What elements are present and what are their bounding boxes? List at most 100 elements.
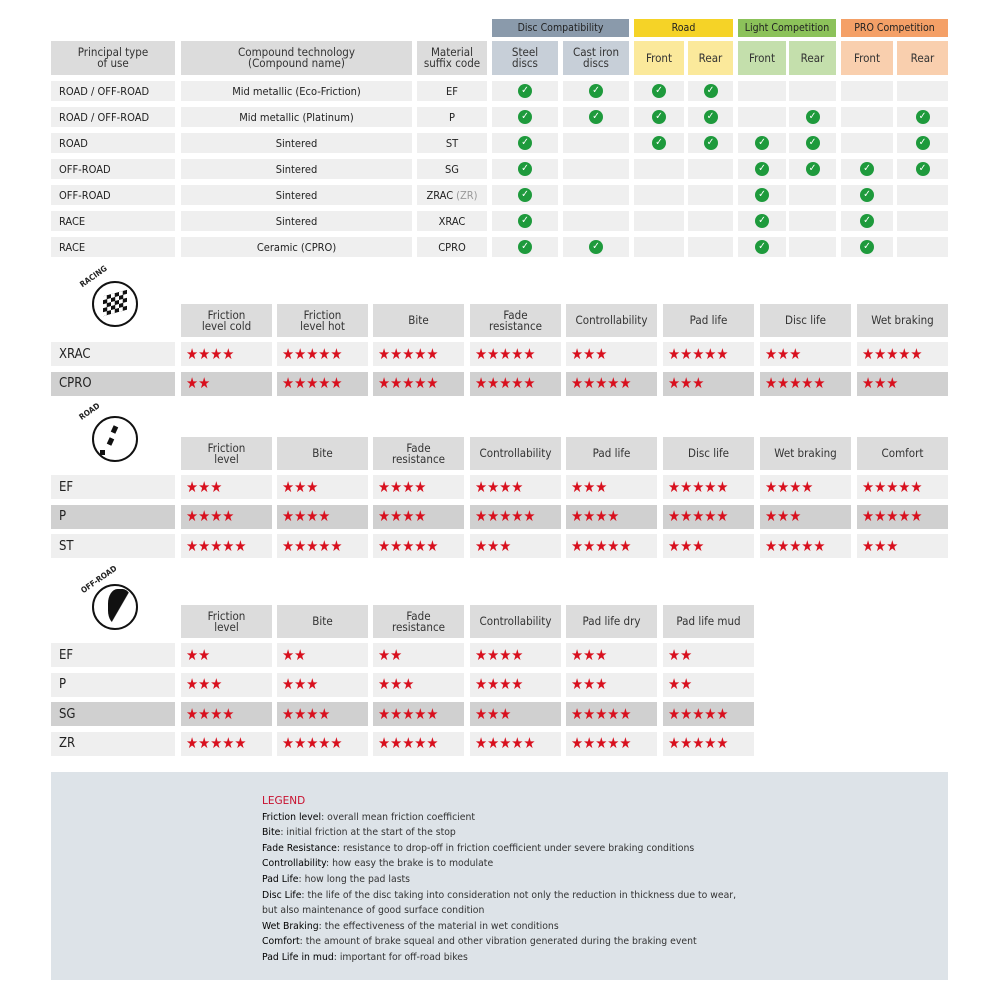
compat-cell: ✓ [841, 185, 893, 205]
material-name: CPRO [51, 371, 175, 396]
star-rating: ★★★★ [760, 475, 851, 499]
legend-item: Fade Resistance: resistance to drop-off … [262, 841, 736, 857]
compat-cell: ✓ [634, 107, 684, 127]
star-rating: ★★★ [181, 672, 272, 697]
check-icon: ✓ [652, 136, 666, 150]
legend-desc: : how long the pad lasts [298, 873, 411, 885]
legend-item: Pad Life in mud: important for off-road … [262, 950, 736, 966]
star-rating: ★★★ [566, 672, 657, 697]
star-rating: ★★★★★ [663, 504, 754, 529]
star-rating: ★★★ [373, 672, 464, 697]
star-rating: ★★★★★ [566, 534, 657, 558]
check-icon: ✓ [915, 162, 930, 176]
legend-term: Pad Life in mud [262, 951, 334, 963]
star-rating: ★★ [181, 643, 272, 667]
compat-cell: ✓ [492, 237, 558, 257]
star-rating: ★★★★★ [857, 475, 948, 499]
check-icon: ✓ [518, 162, 532, 176]
compat-cell: ✓ [492, 211, 558, 231]
compat-cell [738, 107, 786, 127]
suffix-code: EF [417, 81, 487, 101]
legend-desc: : overall mean friction coefficient [321, 811, 476, 823]
check-icon: ✓ [518, 214, 532, 228]
material-name: ST [51, 534, 175, 558]
star-rating: ★★★★★ [470, 371, 561, 396]
star-rating: ★★★★★ [470, 342, 561, 366]
group-header: Road [634, 19, 733, 37]
star-rating: ★★★★★ [663, 342, 754, 366]
material-name: SG [51, 702, 175, 726]
star-rating: ★★★★★ [566, 702, 657, 726]
legend-desc: : resistance to drop-off in friction coe… [336, 842, 695, 854]
column-header: Steel discs [492, 41, 558, 75]
legend-desc: but also maintenance of good surface con… [262, 905, 485, 917]
suffix-code: ST [417, 133, 487, 153]
compound-name: Mid metallic (Eco-Friction) [181, 81, 412, 101]
rating-header: Pad life dry [566, 605, 657, 638]
star-rating: ★★ [181, 371, 272, 396]
legend-term: Disc Life [262, 889, 302, 901]
legend-item: Controllability: how easy the brake is t… [262, 856, 736, 872]
compat-cell [789, 211, 836, 231]
compat-cell [634, 159, 684, 179]
compat-cell [841, 133, 893, 153]
road-logo-icon [92, 416, 138, 462]
check-icon: ✓ [652, 110, 666, 124]
rating-header: Friction level [181, 605, 272, 638]
compat-cell: ✓ [789, 159, 836, 179]
star-rating: ★★★★ [470, 672, 561, 697]
rating-header: Friction level [181, 437, 272, 470]
star-rating: ★★★ [663, 371, 754, 396]
star-rating: ★★★★ [181, 702, 272, 726]
star-rating: ★★★ [470, 702, 561, 726]
star-rating: ★★★★★ [470, 731, 561, 756]
compat-cell [563, 133, 629, 153]
star-rating: ★★★ [566, 342, 657, 366]
legend-desc: : initial friction at the start of the s… [280, 827, 456, 839]
compat-cell: ✓ [841, 237, 893, 257]
star-rating: ★★★ [857, 371, 948, 396]
star-rating: ★★★★★ [760, 371, 851, 396]
star-rating: ★★★★★ [277, 342, 368, 366]
star-rating: ★★★★★ [277, 534, 368, 558]
check-icon: ✓ [755, 188, 769, 202]
legend-term: Comfort [262, 936, 300, 948]
check-icon: ✓ [805, 136, 820, 150]
compound-name: Sintered [181, 159, 412, 179]
check-icon: ✓ [915, 136, 930, 150]
compat-cell: ✓ [841, 159, 893, 179]
compat-cell: ✓ [841, 211, 893, 231]
star-rating: ★★★ [760, 342, 851, 366]
column-header: Rear [688, 41, 733, 75]
check-icon: ✓ [805, 110, 820, 124]
use-type: ROAD / OFF-ROAD [51, 81, 175, 101]
compat-cell: ✓ [563, 107, 629, 127]
rating-header: Pad life mud [663, 605, 754, 638]
legend-term: Pad Life [262, 873, 299, 885]
check-icon: ✓ [860, 162, 874, 176]
material-name: P [51, 672, 175, 697]
compound-name: Sintered [181, 185, 412, 205]
check-icon: ✓ [755, 214, 769, 228]
compat-cell: ✓ [563, 81, 629, 101]
material-name: ZR [51, 731, 175, 756]
suffix-code: CPRO [417, 237, 487, 257]
column-header: Rear [789, 41, 836, 75]
use-type: ROAD / OFF-ROAD [51, 107, 175, 127]
legend-item: but also maintenance of good surface con… [262, 903, 736, 919]
legend-term: Wet Braking [262, 920, 319, 932]
rating-header: Fade resistance [373, 437, 464, 470]
use-type: OFF-ROAD [51, 159, 175, 179]
compat-cell [789, 185, 836, 205]
rating-header: Fade resistance [470, 304, 561, 337]
rating-header: Pad life [663, 304, 754, 337]
rating-header: Fade resistance [373, 605, 464, 638]
use-type: OFF-ROAD [51, 185, 175, 205]
compat-cell: ✓ [738, 159, 786, 179]
compound-name: Ceramic (CPRO) [181, 237, 412, 257]
star-rating: ★★★ [857, 534, 948, 558]
rating-header: Bite [277, 437, 368, 470]
star-rating: ★★★★ [566, 504, 657, 529]
group-header: Disc Compatibility [492, 19, 629, 37]
column-header: Front [841, 41, 893, 75]
